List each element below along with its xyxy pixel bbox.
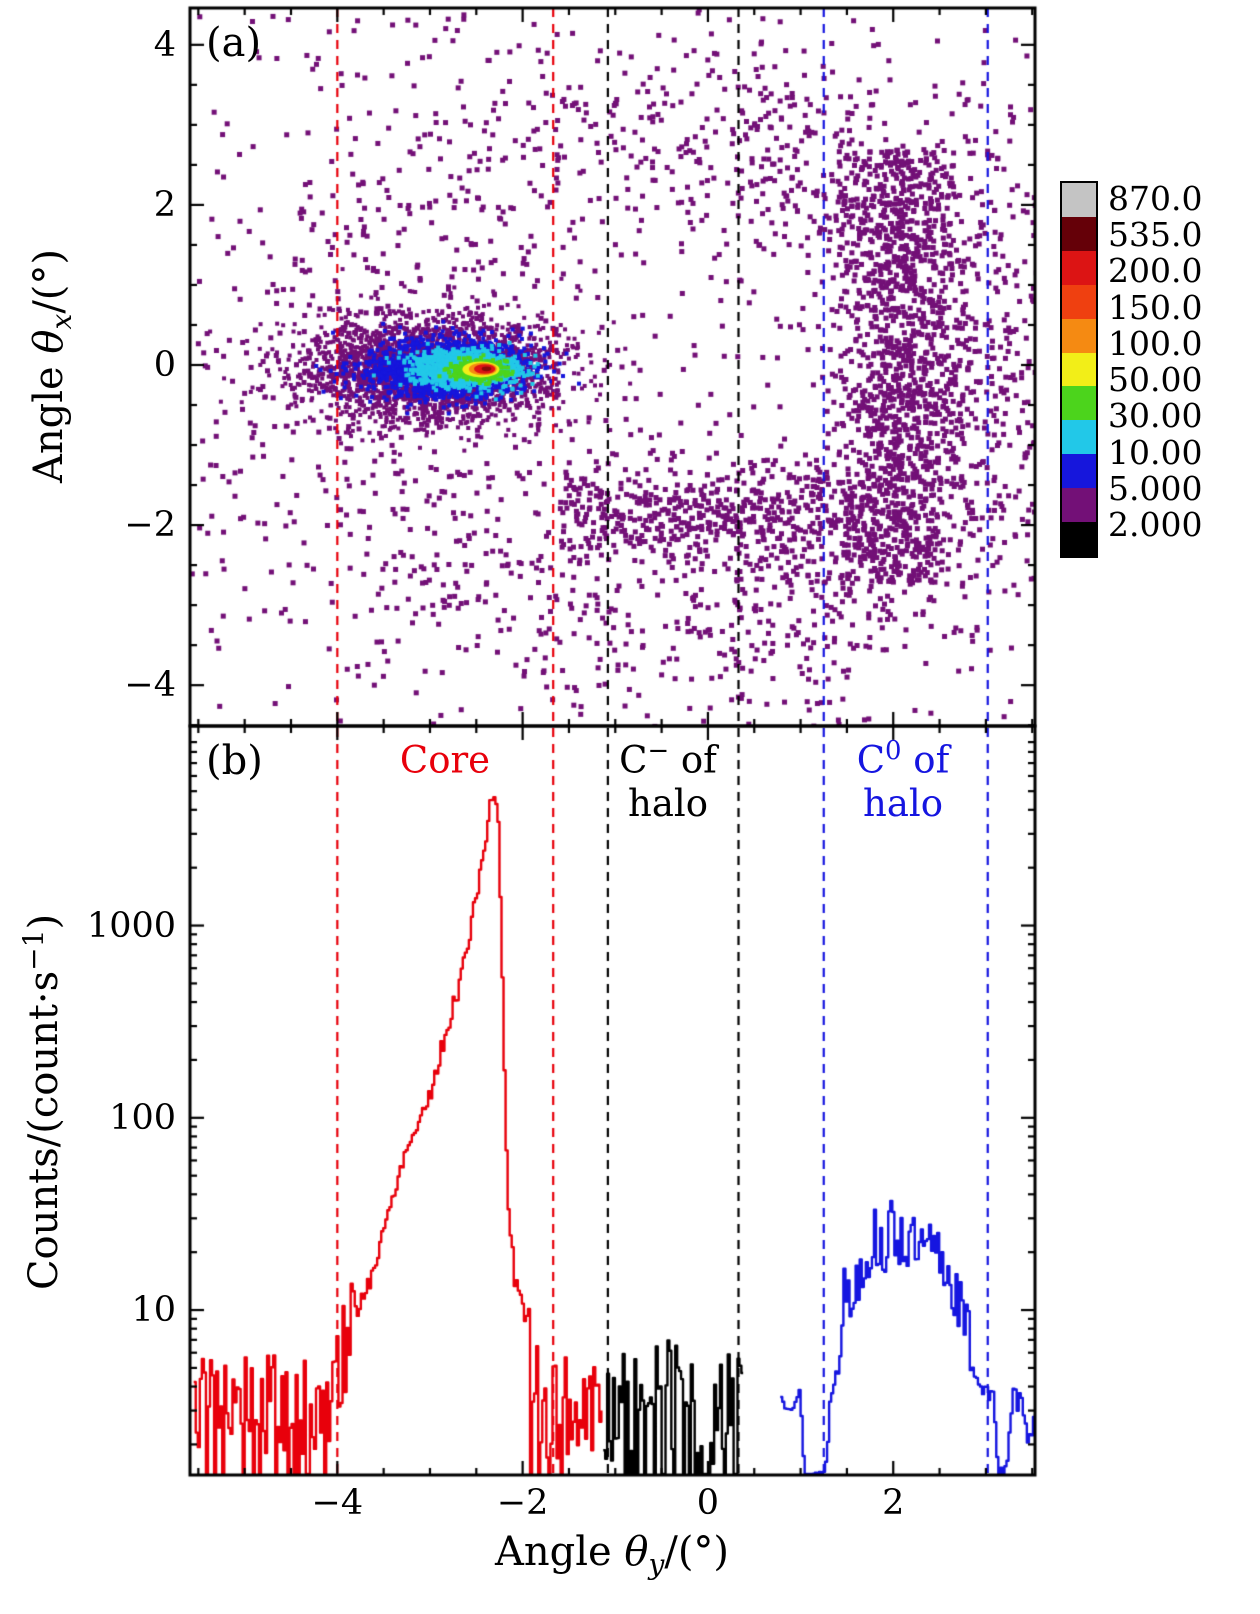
plot-canvas (0, 0, 1260, 1614)
